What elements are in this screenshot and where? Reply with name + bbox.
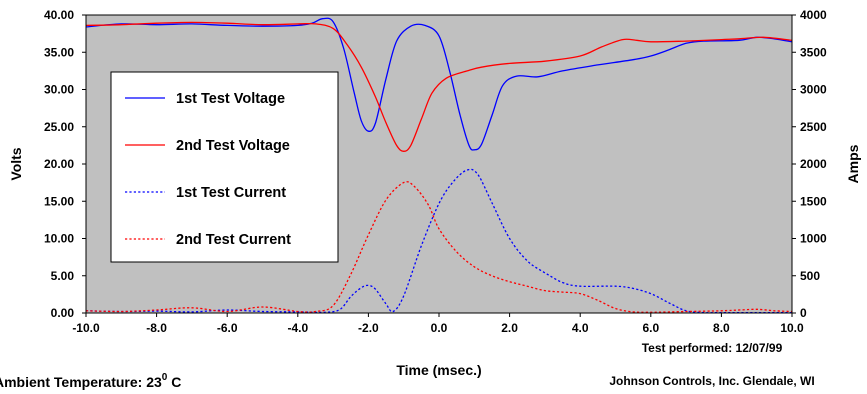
x-tick-label: -6.0: [217, 321, 238, 335]
ambient-label: Ambient Temperature: 23: [0, 374, 162, 390]
test-performed-note: Test performed: 12/07/99: [642, 341, 783, 355]
y-tick-label: 40.00: [44, 8, 74, 22]
series-layer: [85, 17, 793, 314]
series-line-2: [85, 21, 793, 152]
ambient-superscript: 0: [162, 372, 168, 383]
company-note: Johnson Controls, Inc. Glendale, WI: [609, 374, 814, 388]
y2-tick-label: 1000: [800, 232, 827, 246]
y-tick-label: 20.00: [44, 157, 74, 171]
x-tick-label: 0.0: [431, 321, 448, 335]
y2-tick-label: 0: [800, 306, 807, 320]
x-tick-label: 10.0: [780, 321, 804, 335]
y2-tick-label: 1500: [800, 194, 827, 208]
y2-tick-label: 2000: [800, 157, 827, 171]
y-tick-label: 35.00: [44, 45, 74, 59]
y2-axis-title: Amps: [845, 144, 861, 183]
y-tick-label: 10.00: [44, 232, 74, 246]
y-tick-label: 30.00: [44, 83, 74, 97]
series-line-1: [85, 17, 793, 151]
y2-tick-label: 4000: [800, 8, 827, 22]
x-tick-label: -8.0: [146, 321, 167, 335]
legend-label-2: 2nd Test Voltage: [176, 138, 290, 154]
series-line-3: [85, 168, 792, 314]
ambient-temperature: Ambient Temperature: 230 C: [0, 372, 181, 390]
x-axis-title: Time (msec.): [396, 362, 481, 378]
y2-tick-label: 3000: [800, 83, 827, 97]
ambient-unit: C: [167, 374, 181, 390]
legend-label-1: 1st Test Voltage: [176, 91, 285, 107]
legend: 1st Test Voltage 2nd Test Voltage 1st Test…: [110, 71, 339, 263]
x-tick-label: -4.0: [287, 321, 308, 335]
y-tick-label: 25.00: [44, 120, 74, 134]
y2-tick-label: 2500: [800, 120, 827, 134]
y-tick-label: 0.00: [51, 306, 75, 320]
x-tick-label: 6.0: [642, 321, 659, 335]
legend-label-4: 2nd Test Current: [176, 232, 291, 248]
x-tick-label: -2.0: [358, 321, 379, 335]
x-tick-label: -10.0: [72, 321, 100, 335]
x-tick-label: 4.0: [572, 321, 589, 335]
legend-label-3: 1st Test Current: [176, 185, 286, 201]
y-tick-label: 5.00: [51, 269, 75, 283]
y-tick-label: 15.00: [44, 194, 74, 208]
x-tick-label: 2.0: [501, 321, 518, 335]
x-tick-label: 8.0: [713, 321, 730, 335]
y-axis-title: Volts: [8, 147, 24, 180]
axes-layer: -10.0 -8.0 -6.0 -4.0 -2.0 0.0 2.0 4.0 6.0 8.0 10.0…: [44, 8, 827, 335]
y2-tick-label: 500: [800, 269, 820, 283]
legend-box: [110, 71, 339, 263]
y2-tick-label: 3500: [800, 45, 827, 59]
